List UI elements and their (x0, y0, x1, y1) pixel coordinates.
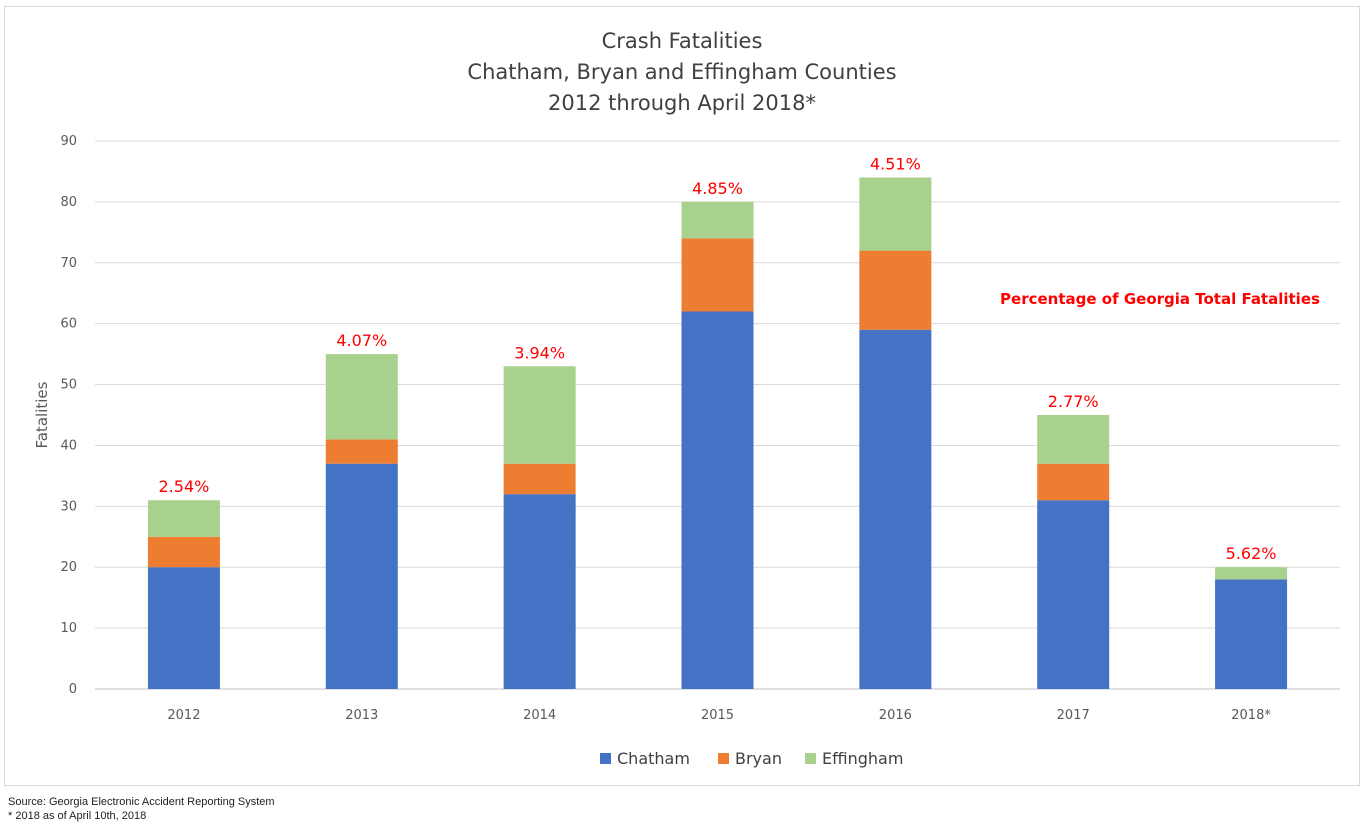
x-tick-label: 2013 (345, 708, 378, 723)
x-tick-label: 2017 (1057, 708, 1090, 723)
date-note: * 2018 as of April 10th, 2018 (8, 810, 147, 822)
x-tick-label: 2012 (167, 708, 200, 723)
y-tick-label: 50 (60, 378, 77, 393)
data-label: 3.94% (514, 343, 565, 362)
data-labels: 2.54% 4.07% 3.94% 4.85% 4.51% 2.77% 5.62% (159, 155, 1277, 564)
data-label: 2.54% (159, 477, 210, 496)
title-line: Crash Fatalities (602, 29, 763, 53)
y-axis-ticks: 0 10 20 30 40 50 60 70 80 90 (60, 134, 77, 697)
y-tick-label: 20 (60, 560, 77, 575)
y-tick-label: 90 (60, 134, 77, 149)
y-tick-label: 40 (60, 438, 77, 453)
bar-chatham-2017 (1037, 500, 1110, 689)
data-label: 4.51% (870, 155, 921, 174)
data-label: 4.07% (336, 331, 387, 350)
bar-effingham-2014 (503, 366, 576, 464)
bar-chatham-2016 (859, 329, 932, 689)
data-label: 5.62% (1226, 544, 1277, 563)
x-axis-ticks: 2012 2013 2014 2015 2016 2017 2018* (167, 708, 1271, 723)
bar-effingham-2016 (859, 177, 932, 251)
data-label: 2.77% (1048, 392, 1099, 411)
y-tick-label: 0 (69, 682, 77, 697)
data-label: 4.85% (692, 179, 743, 198)
x-tick-label: 2018* (1231, 708, 1271, 723)
source-note: Source: Georgia Electronic Accident Repo… (8, 796, 275, 808)
x-tick-label: 2016 (879, 708, 912, 723)
y-tick-label: 70 (60, 256, 77, 271)
bar-bryan-2014 (503, 463, 576, 495)
annotation-text: Percentage of Georgia Total Fatalities (1000, 290, 1320, 308)
bar-chatham-2018 (1215, 579, 1288, 689)
bar-effingham-2013 (325, 354, 398, 440)
bar-bryan-2015 (681, 238, 754, 312)
legend-label-chatham: Chatham (617, 749, 690, 768)
y-tick-label: 10 (60, 621, 77, 636)
x-tick-label: 2014 (523, 708, 556, 723)
bar-effingham-2018 (1215, 567, 1288, 580)
bar-effingham-2015 (681, 201, 754, 239)
bar-chatham-2012 (147, 567, 220, 689)
bar-chatham-2015 (681, 311, 754, 689)
bar-effingham-2017 (1037, 415, 1110, 464)
bars (147, 177, 1288, 689)
bar-bryan-2013 (325, 439, 398, 464)
title-line: Chatham, Bryan and Effingham Counties (467, 60, 896, 84)
legend: Chatham Bryan Effingham (600, 749, 903, 768)
bar-chatham-2014 (503, 494, 576, 689)
legend-label-bryan: Bryan (735, 749, 782, 768)
legend-swatch-chatham (600, 753, 611, 764)
y-tick-label: 30 (60, 499, 77, 514)
bar-bryan-2017 (1037, 463, 1110, 501)
bar-bryan-2012 (147, 536, 220, 568)
chart-frame: Crash Fatalities Chatham, Bryan and Effin… (4, 6, 1360, 786)
bar-bryan-2016 (859, 250, 932, 330)
legend-swatch-bryan (718, 753, 729, 764)
legend-label-effingham: Effingham (822, 749, 903, 768)
y-tick-label: 80 (60, 195, 77, 210)
chart-canvas: Crash Fatalities Chatham, Bryan and Effin… (33, 29, 1340, 768)
y-axis-title: Fatalities (33, 381, 51, 448)
bar-effingham-2012 (147, 500, 220, 537)
x-tick-label: 2015 (701, 708, 734, 723)
legend-swatch-effingham (805, 753, 816, 764)
bar-chatham-2013 (325, 463, 398, 689)
y-tick-label: 60 (60, 317, 77, 332)
title-line: 2012 through April 2018* (548, 91, 816, 115)
chart-title: Crash Fatalities Chatham, Bryan and Effin… (467, 29, 896, 115)
